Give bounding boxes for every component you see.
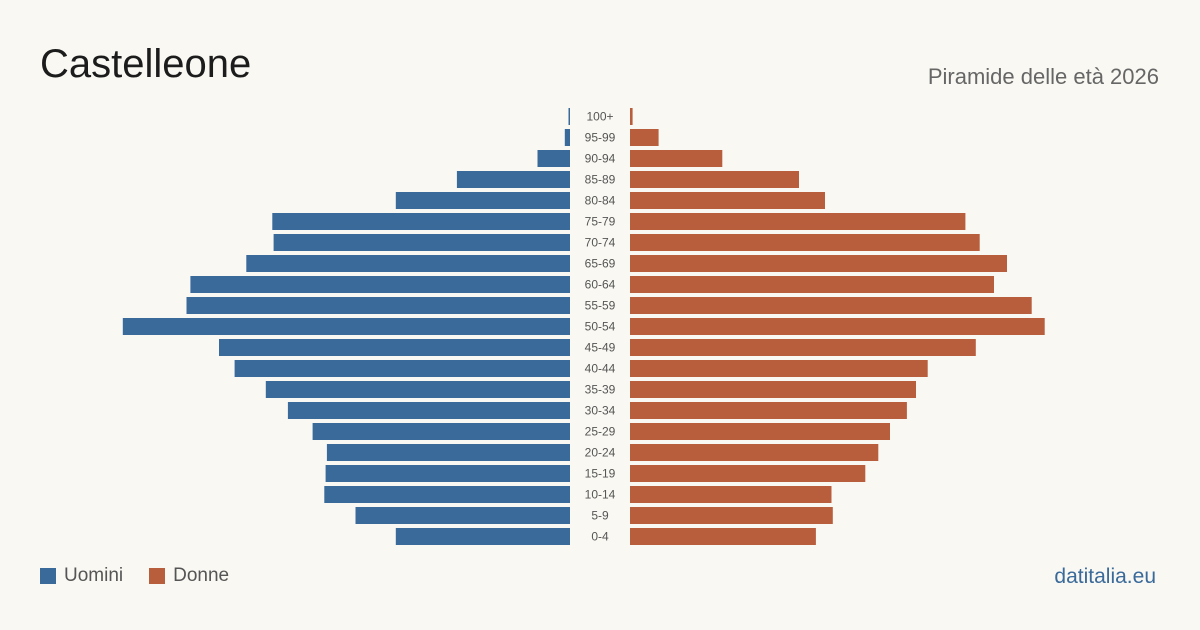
age-label-70-74: 70-74	[585, 236, 616, 250]
age-label-85-89: 85-89	[585, 173, 616, 187]
bar-men-0-4	[395, 528, 570, 545]
bar-women-35-39	[630, 381, 916, 398]
bar-women-25-29	[630, 423, 890, 440]
age-label-30-34: 30-34	[585, 404, 616, 418]
age-label-80-84: 80-84	[585, 194, 616, 208]
bar-men-30-34	[287, 402, 570, 419]
bar-women-15-19	[630, 465, 866, 482]
bar-men-55-59	[186, 297, 570, 314]
bar-women-50-54	[630, 318, 1045, 335]
age-label-40-44: 40-44	[585, 362, 616, 376]
age-label-25-29: 25-29	[585, 425, 616, 439]
bar-women-65-69	[630, 255, 1007, 272]
bar-women-5-9	[630, 507, 833, 524]
chart-title: Castelleone	[40, 42, 252, 86]
source-link[interactable]: datitalia.eu	[1054, 565, 1156, 588]
bar-women-55-59	[630, 297, 1032, 314]
age-label-0-4: 0-4	[591, 530, 609, 544]
bar-women-95-99	[630, 129, 659, 146]
bar-men-75-79	[272, 213, 570, 230]
age-label-20-24: 20-24	[585, 446, 616, 460]
bar-men-20-24	[326, 444, 570, 461]
bar-women-40-44	[630, 360, 928, 377]
legend-label-men: Uomini	[64, 565, 124, 586]
bar-men-10-14	[324, 486, 570, 503]
bar-women-0-4	[630, 528, 816, 545]
age-label-90-94: 90-94	[585, 152, 616, 166]
legend-label-women: Donne	[173, 565, 230, 586]
bar-women-80-84	[630, 192, 825, 209]
bar-men-5-9	[355, 507, 570, 524]
bar-men-40-44	[234, 360, 570, 377]
bar-women-85-89	[630, 171, 799, 188]
bar-men-70-74	[273, 234, 570, 251]
bar-women-30-34	[630, 402, 907, 419]
age-label-50-54: 50-54	[585, 320, 616, 334]
bar-women-70-74	[630, 234, 980, 251]
bar-women-20-24	[630, 444, 879, 461]
age-label-35-39: 35-39	[585, 383, 616, 397]
legend: Uomini Donne	[40, 565, 229, 587]
bar-men-80-84	[395, 192, 570, 209]
bar-men-65-69	[246, 255, 571, 272]
bar-men-100plus	[568, 108, 570, 125]
age-label-65-69: 65-69	[585, 257, 616, 271]
legend-item-women: Donne	[149, 565, 229, 587]
age-label-75-79: 75-79	[585, 215, 616, 229]
age-label-95-99: 95-99	[585, 131, 616, 145]
age-label-10-14: 10-14	[585, 488, 616, 502]
bar-women-10-14	[630, 486, 832, 503]
legend-item-men: Uomini	[40, 565, 123, 587]
bar-men-25-29	[312, 423, 570, 440]
age-label-100plus: 100+	[586, 110, 613, 124]
age-label-55-59: 55-59	[585, 299, 616, 313]
bar-men-35-39	[265, 381, 570, 398]
bar-women-90-94	[630, 150, 723, 167]
age-label-60-64: 60-64	[585, 278, 616, 292]
bar-women-100plus	[630, 108, 633, 125]
bar-women-75-79	[630, 213, 966, 230]
legend-swatch-women	[149, 568, 166, 584]
bar-men-95-99	[564, 129, 570, 146]
bar-men-90-94	[537, 150, 570, 167]
bar-men-50-54	[122, 318, 571, 335]
bar-men-60-64	[190, 276, 570, 293]
bar-men-45-49	[219, 339, 570, 356]
bar-men-85-89	[456, 171, 570, 188]
age-label-15-19: 15-19	[585, 467, 616, 481]
bar-women-45-49	[630, 339, 976, 356]
legend-swatch-men	[40, 568, 56, 584]
age-label-45-49: 45-49	[585, 341, 616, 355]
age-label-5-9: 5-9	[591, 509, 609, 523]
bar-men-15-19	[325, 465, 570, 482]
bar-women-60-64	[630, 276, 994, 293]
chart-subtitle: Piramide delle età 2026	[927, 64, 1159, 89]
